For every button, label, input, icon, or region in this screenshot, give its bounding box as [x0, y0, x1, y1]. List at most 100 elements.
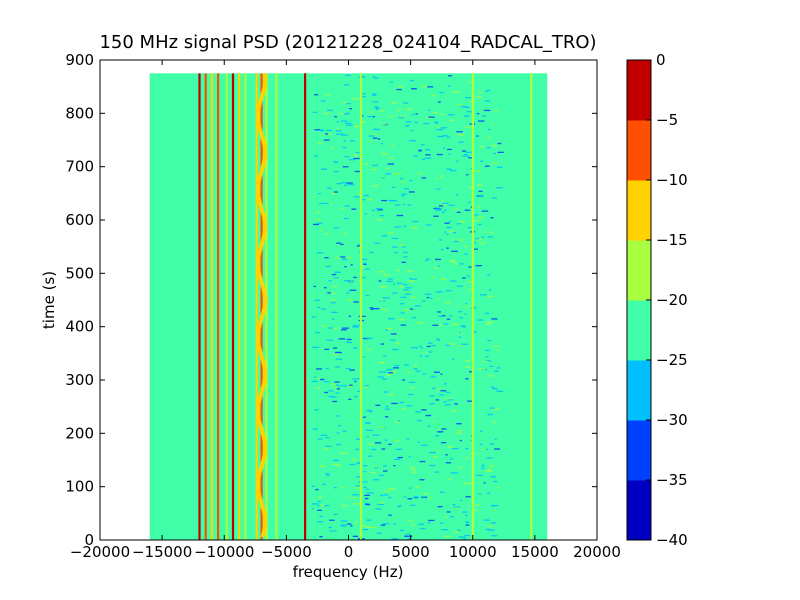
spectral-line: [198, 73, 201, 540]
heatmap-noise: [440, 175, 444, 177]
heatmap-noise: [444, 383, 447, 385]
heatmap-noise: [411, 226, 418, 229]
heatmap-noise: [445, 535, 451, 538]
heatmap-noise: [468, 266, 472, 268]
heatmap-noise: [465, 521, 469, 523]
heatmap-noise: [406, 405, 413, 407]
heatmap-noise: [487, 469, 492, 471]
heatmap-noise: [461, 150, 467, 152]
heatmap-noise: [487, 236, 494, 238]
heatmap-noise: [372, 137, 378, 139]
heatmap-noise: [375, 108, 378, 111]
heatmap-noise: [435, 178, 439, 180]
heatmap-noise: [346, 102, 351, 105]
heatmap-noise: [414, 305, 421, 307]
heatmap-noise: [399, 285, 404, 288]
heatmap-noise: [400, 312, 405, 314]
heatmap-noise: [336, 183, 342, 185]
heatmap-noise: [326, 474, 330, 477]
heatmap-noise: [454, 263, 458, 265]
heatmap-noise: [316, 387, 321, 389]
heatmap-noise: [451, 358, 455, 360]
heatmap-noise: [361, 121, 366, 123]
heatmap-noise: [485, 448, 489, 451]
heatmap-noise: [467, 81, 472, 84]
heatmap-noise: [372, 101, 379, 103]
heatmap-noise: [372, 164, 378, 166]
heatmap-noise: [331, 318, 335, 320]
heatmap-noise: [465, 366, 470, 368]
heatmap-noise: [347, 341, 353, 343]
heatmap-noise: [355, 448, 360, 451]
heatmap-noise: [446, 136, 451, 138]
heatmap-noise: [473, 219, 480, 222]
heatmap-noise: [384, 408, 391, 410]
heatmap-noise: [487, 529, 495, 531]
heatmap-noise: [491, 408, 499, 410]
heatmap-noise: [352, 378, 360, 380]
heatmap-noise: [443, 401, 447, 403]
heatmap-noise: [464, 153, 468, 156]
heatmap-noise: [406, 438, 410, 440]
heatmap-noise: [388, 394, 394, 396]
heatmap-noise: [412, 220, 419, 223]
heatmap-noise: [372, 93, 377, 95]
heatmap-noise: [444, 516, 449, 518]
heatmap-noise: [372, 466, 378, 468]
heatmap-noise: [407, 393, 414, 396]
heatmap-noise: [422, 497, 426, 499]
heatmap-noise: [362, 337, 369, 340]
heatmap-noise: [336, 121, 339, 123]
heatmap-noise: [402, 408, 407, 410]
heatmap-noise: [438, 188, 441, 190]
heatmap-noise: [312, 111, 318, 113]
heatmap-noise: [340, 452, 347, 454]
heatmap-noise: [317, 509, 322, 511]
heatmap-noise: [445, 398, 452, 400]
heatmap-noise: [491, 505, 494, 507]
heatmap-noise: [370, 111, 374, 113]
heatmap-noise: [475, 96, 482, 98]
heatmap-noise: [346, 299, 353, 301]
heatmap-noise: [318, 193, 321, 195]
heatmap-noise: [388, 488, 395, 490]
heatmap-noise: [417, 322, 424, 324]
heatmap-noise: [456, 423, 462, 425]
heatmap-noise: [360, 258, 368, 260]
heatmap-noise: [327, 292, 331, 294]
heatmap-noise: [475, 265, 483, 267]
heatmap-noise: [403, 496, 406, 498]
heatmap-noise: [440, 248, 444, 251]
heatmap-noise: [456, 160, 459, 162]
heatmap-noise: [399, 401, 404, 404]
heatmap-noise: [381, 153, 389, 155]
heatmap-noise: [340, 256, 346, 258]
heatmap-noise: [319, 202, 326, 205]
heatmap-noise: [350, 525, 353, 527]
heatmap-noise: [407, 371, 411, 374]
heatmap-noise: [362, 528, 369, 531]
heatmap-noise: [354, 380, 357, 383]
heatmap-noise: [364, 163, 368, 165]
heatmap-noise: [436, 298, 440, 300]
heatmap-noise: [341, 505, 348, 507]
heatmap-noise: [372, 75, 376, 78]
heatmap-noise: [371, 94, 377, 96]
x-axis-label: frequency (Hz): [293, 563, 404, 581]
heatmap-noise: [366, 337, 373, 339]
heatmap-noise: [476, 135, 479, 137]
heatmap-noise: [319, 505, 325, 507]
heatmap-noise: [439, 91, 444, 94]
heatmap-noise: [354, 170, 361, 173]
heatmap-noise: [453, 506, 461, 508]
heatmap-noise: [312, 346, 319, 348]
heatmap-noise: [438, 315, 443, 317]
heatmap-noise: [444, 222, 450, 224]
heatmap-noise: [371, 133, 377, 135]
heatmap-noise: [477, 492, 481, 494]
heatmap-noise: [447, 148, 452, 151]
heatmap-noise: [311, 508, 314, 510]
heatmap-noise: [374, 442, 382, 444]
spectral-line: [244, 73, 247, 540]
heatmap-noise: [329, 202, 332, 204]
